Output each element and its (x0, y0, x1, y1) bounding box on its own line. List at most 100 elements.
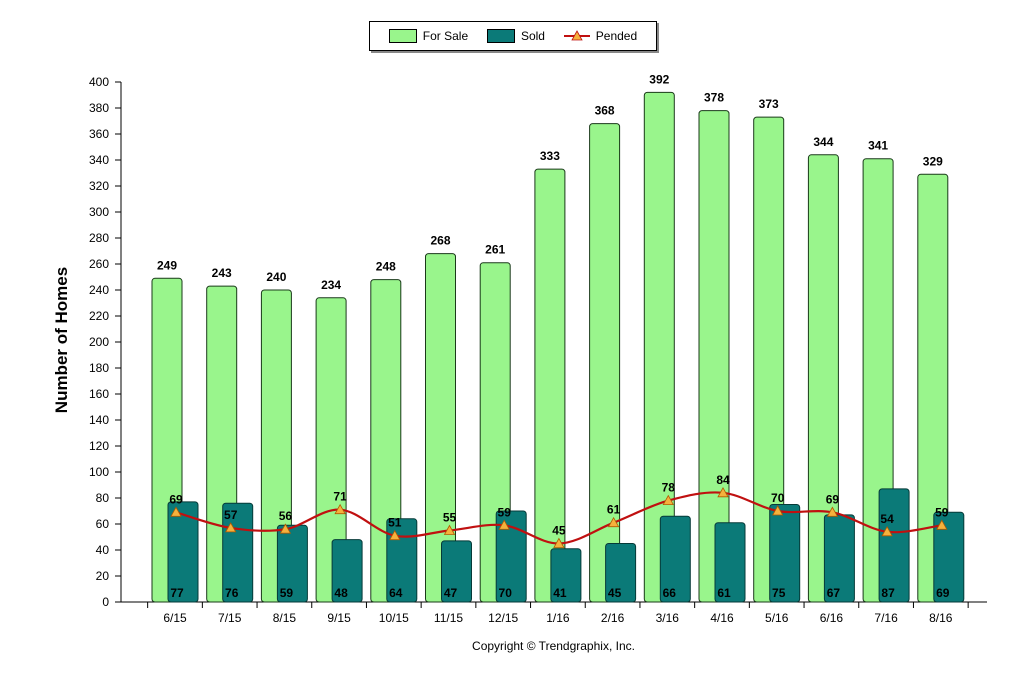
bar-sold (769, 504, 801, 603)
legend-label-for-sale: For Sale (422, 29, 469, 43)
bar-for-sale (698, 110, 730, 603)
bar-sold (659, 515, 691, 603)
pended-point (443, 524, 456, 535)
bar-sold (276, 524, 308, 603)
y-tick-label: 80 (96, 491, 110, 505)
bar-sold (167, 501, 199, 603)
pended-point (772, 505, 784, 516)
for-sale-swatch (388, 29, 417, 43)
bar-sold (714, 522, 746, 603)
x-tick-label: 4/16 (710, 611, 734, 625)
pended-point (225, 522, 237, 533)
pended-point (662, 494, 674, 506)
data-label-for-sale: 341 (868, 139, 888, 153)
data-label-pended: 69 (826, 492, 840, 506)
y-tick-label: 140 (89, 413, 109, 427)
data-label-sold: 75 (772, 586, 786, 600)
pended-point (717, 486, 729, 498)
data-label-pended: 59 (935, 505, 949, 519)
data-label-sold: 87 (881, 586, 895, 600)
y-tick-label: 120 (89, 439, 109, 453)
data-label-sold: 67 (827, 586, 841, 600)
bar-sold (550, 548, 582, 603)
data-label-pended: 55 (443, 511, 457, 525)
bar-sold (441, 540, 472, 603)
legend-item-for-sale: For Sale (388, 29, 469, 43)
data-label-pended: 69 (169, 492, 183, 506)
bar-sold (495, 510, 527, 603)
bar-for-sale (643, 91, 675, 603)
data-label-for-sale: 248 (376, 260, 396, 274)
bar-for-sale (534, 168, 566, 603)
sold-swatch (486, 29, 515, 43)
data-label-sold: 47 (444, 586, 458, 600)
data-label-for-sale: 268 (430, 234, 450, 248)
data-label-for-sale: 344 (813, 135, 833, 149)
data-label-sold: 45 (608, 586, 622, 600)
y-tick-label: 280 (89, 231, 109, 245)
y-tick-label: 60 (96, 517, 110, 531)
data-label-sold: 70 (499, 586, 513, 600)
x-tick-label: 6/15 (163, 611, 187, 625)
data-label-pended: 70 (771, 491, 785, 505)
data-label-sold: 64 (389, 586, 403, 600)
legend: For Sale Sold Pended (369, 21, 657, 51)
data-label-sold: 77 (170, 586, 184, 600)
x-tick-label: 2/16 (601, 611, 625, 625)
x-tick-label: 5/16 (765, 611, 789, 625)
bar-for-sale (315, 297, 347, 603)
data-label-for-sale: 392 (649, 72, 669, 86)
legend-item-sold: Sold (486, 29, 545, 43)
y-tick-label: 400 (89, 75, 109, 89)
data-label-for-sale: 329 (923, 154, 943, 168)
legend-label-pended: Pended (595, 29, 638, 43)
bar-sold (933, 511, 965, 603)
pended-point (936, 519, 948, 530)
y-tick-label: 20 (96, 569, 110, 583)
x-tick-label: 9/15 (327, 611, 351, 625)
data-label-sold: 76 (225, 586, 239, 600)
y-tick-label: 100 (89, 465, 109, 479)
y-tick-label: 220 (89, 309, 109, 323)
pended-point (170, 506, 182, 517)
data-label-pended: 56 (279, 509, 293, 523)
y-tick-label: 0 (102, 595, 109, 609)
data-label-pended: 84 (716, 473, 730, 487)
data-label-pended: 57 (224, 508, 238, 522)
x-tick-label: 7/15 (218, 611, 242, 625)
bar-for-sale (589, 123, 621, 603)
bar-for-sale (753, 116, 785, 603)
data-label-pended: 61 (607, 503, 621, 517)
x-tick-label: 7/16 (874, 611, 898, 625)
y-tick-label: 300 (89, 205, 109, 219)
y-tick-label: 380 (89, 101, 109, 115)
pended-point (881, 525, 893, 537)
pended-point (826, 506, 839, 517)
data-label-pended: 45 (552, 524, 566, 538)
data-label-for-sale: 243 (212, 266, 232, 280)
y-tick-label: 40 (96, 543, 110, 557)
legend-item-pended: Pended (563, 29, 638, 43)
bar-for-sale (260, 289, 292, 603)
data-label-sold: 61 (717, 586, 731, 600)
bar-for-sale (425, 253, 456, 603)
x-tick-label: 10/15 (379, 611, 409, 625)
pended-point (279, 523, 292, 534)
x-tick-label: 3/16 (656, 611, 680, 625)
y-tick-label: 240 (89, 283, 109, 297)
data-label-pended: 54 (880, 512, 894, 526)
data-label-pended: 59 (498, 505, 512, 519)
pended-point (607, 516, 620, 528)
bar-for-sale (807, 154, 839, 603)
data-label-sold: 48 (334, 586, 348, 600)
data-label-pended: 51 (388, 516, 402, 530)
data-label-sold: 69 (936, 586, 950, 600)
pended-point (498, 519, 510, 530)
y-tick-label: 200 (89, 335, 109, 349)
data-label-for-sale: 240 (266, 270, 286, 284)
data-label-for-sale: 373 (759, 97, 779, 111)
data-label-sold: 59 (280, 586, 294, 600)
data-label-sold: 41 (553, 586, 567, 600)
x-tick-label: 8/16 (929, 611, 953, 625)
